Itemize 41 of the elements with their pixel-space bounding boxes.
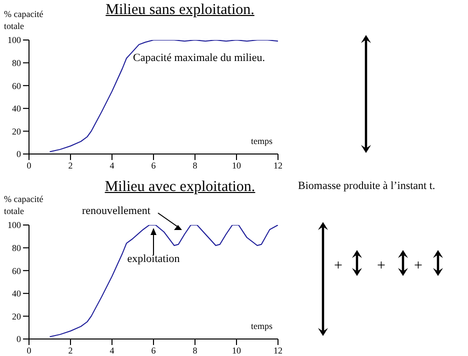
x-axis-title: temps <box>251 136 272 146</box>
y-tick-label: 40 <box>12 104 22 114</box>
line-series <box>49 40 278 152</box>
text: + <box>414 258 422 275</box>
line-series <box>49 225 278 338</box>
x-tick-label: 0 <box>26 160 32 170</box>
y-tick-label: 20 <box>12 311 22 322</box>
y-tick-label: 0 <box>16 149 22 160</box>
y-tick-label: 80 <box>12 58 22 68</box>
y-tick-label: 0 <box>16 334 22 344</box>
x-tick-label: 2 <box>68 160 73 170</box>
x-tick-label: 8 <box>192 160 198 170</box>
chart-title: Milieu sans exploitation. <box>104 2 256 19</box>
chart-title: Milieu avec exploitation. <box>104 179 256 195</box>
annotation: Capacité maximale du milieu. <box>133 52 265 64</box>
x-tick-label: 4 <box>110 160 115 170</box>
y-tick-label: 20 <box>12 126 22 136</box>
x-tick-label: 6 <box>151 345 156 356</box>
y-tick-label: 100 <box>8 35 22 46</box>
x-tick-label: 4 <box>110 345 115 356</box>
x-tick-label: 6 <box>151 160 156 170</box>
y-tick-label: 40 <box>12 288 22 299</box>
text: + <box>377 258 386 275</box>
text: + <box>334 258 342 275</box>
text: renouvellement <box>82 205 150 217</box>
x-axis-title: temps <box>251 321 272 331</box>
x-tick-label: 0 <box>26 345 32 356</box>
y-tick-label: 80 <box>12 242 22 253</box>
y-axis-title: % capacité totale <box>4 193 44 217</box>
x-tick-label: 12 <box>274 345 282 356</box>
y-tick-label: 60 <box>12 266 22 276</box>
x-tick-label: 2 <box>68 345 73 356</box>
y-tick-label: 60 <box>12 80 22 91</box>
text: Biomasse produite à l’instant t. <box>298 180 436 192</box>
y-tick-label: 100 <box>8 220 22 230</box>
y-axis-title: % capacité totale <box>4 8 44 32</box>
x-tick-label: 10 <box>232 345 242 356</box>
x-tick-label: 10 <box>232 160 242 170</box>
x-tick-label: 12 <box>274 160 282 170</box>
annotation: exploitation <box>126 253 181 265</box>
x-tick-label: 8 <box>192 345 198 356</box>
